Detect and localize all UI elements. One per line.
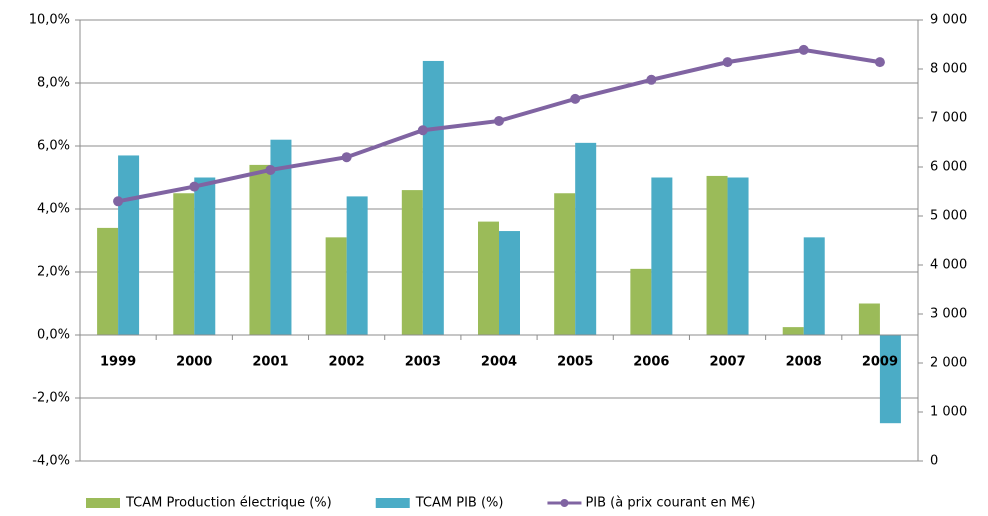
bar [706, 175, 728, 335]
bar [858, 303, 880, 335]
marker [874, 57, 885, 68]
marker [646, 74, 657, 85]
bar [249, 164, 271, 335]
bar [401, 190, 423, 335]
y-tick-label: 6,0% [37, 139, 70, 154]
y2-tick-label: 1 000 [930, 405, 967, 420]
bar [173, 193, 195, 335]
bar [879, 335, 901, 424]
bar [782, 327, 804, 335]
bar [499, 231, 520, 335]
legend-label: PIB (à prix courant en M€) [585, 496, 755, 511]
marker [798, 44, 809, 55]
x-tick-label: 2008 [786, 355, 822, 370]
bar [575, 142, 597, 335]
legend-marker [560, 499, 569, 507]
marker [417, 125, 428, 136]
bar [270, 139, 292, 335]
y2-tick-label: 9 000 [930, 13, 967, 28]
bar [630, 268, 652, 335]
y-tick-label: 8,0% [37, 76, 70, 91]
x-tick-label: 2009 [862, 355, 898, 370]
y-tick-label: 0,0% [37, 328, 70, 343]
marker [494, 115, 504, 126]
marker [570, 93, 581, 104]
y2-tick-label: 5 000 [930, 209, 967, 224]
x-tick-label: 2005 [557, 355, 593, 370]
bar [325, 237, 347, 335]
legend-label: TCAM Production électrique (%) [125, 496, 332, 511]
bar [346, 196, 368, 335]
y2-tick-label: 6 000 [930, 160, 967, 175]
y-tick-label: -2,0% [32, 391, 70, 406]
legend-label: TCAM PIB (%) [415, 496, 504, 511]
y2-tick-label: 2 000 [930, 356, 967, 371]
marker [113, 196, 124, 207]
bar [118, 155, 140, 335]
legend-swatch [86, 498, 120, 508]
bar [422, 60, 444, 335]
marker [722, 57, 733, 68]
x-tick-label: 2007 [709, 355, 745, 370]
x-tick-label: 1999 [100, 355, 136, 370]
y2-tick-label: 8 000 [930, 62, 967, 77]
x-tick-label: 2001 [252, 355, 288, 370]
x-tick-label: 2004 [481, 355, 517, 370]
bar [803, 237, 825, 335]
x-tick-label: 2003 [405, 355, 441, 370]
bar [194, 177, 216, 335]
y2-tick-label: 0 [930, 454, 938, 469]
y2-tick-label: 7 000 [930, 111, 967, 126]
y-tick-label: 10,0% [29, 13, 70, 28]
marker [265, 164, 276, 175]
y2-tick-label: 4 000 [930, 258, 967, 273]
x-tick-label: 2002 [329, 355, 365, 370]
bar [651, 177, 673, 335]
bar [554, 193, 576, 335]
legend-swatch [375, 498, 410, 508]
y-tick-label: 2,0% [37, 265, 70, 280]
y-tick-label: 4,0% [37, 202, 70, 217]
x-tick-label: 2006 [633, 355, 669, 370]
bar [97, 227, 119, 335]
y-tick-label: -4,0% [32, 454, 70, 469]
y2-tick-label: 3 000 [930, 307, 967, 322]
marker [189, 181, 200, 192]
marker [341, 152, 352, 163]
x-tick-label: 2000 [176, 355, 212, 370]
bar [727, 177, 749, 335]
bar [478, 221, 499, 335]
